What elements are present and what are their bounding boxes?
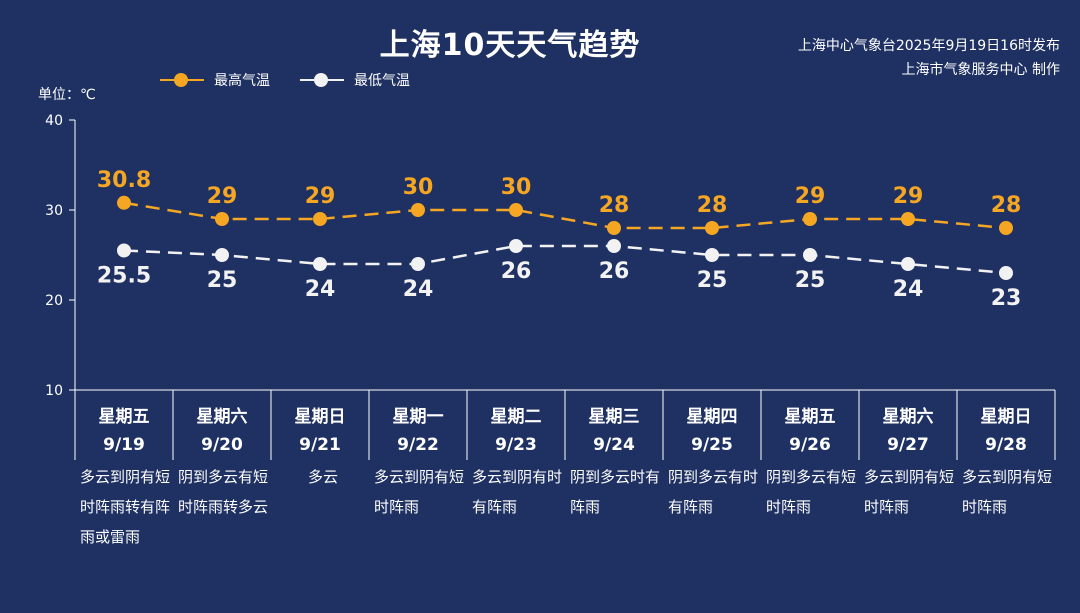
data-label-low: 24 bbox=[403, 277, 434, 302]
weekday-label: 星期六 bbox=[883, 406, 934, 427]
data-point-low bbox=[999, 266, 1013, 280]
data-label-high: 29 bbox=[893, 184, 924, 209]
weekday-label: 星期日 bbox=[295, 407, 346, 427]
data-point-high bbox=[411, 203, 425, 217]
data-point-high bbox=[901, 212, 915, 226]
chart-title: 上海10天天气趋势 bbox=[379, 28, 641, 63]
weather-description: 多云到阴有短时阵雨 bbox=[864, 468, 955, 516]
data-point-high bbox=[117, 195, 131, 210]
legend-swatch-low bbox=[300, 73, 344, 87]
data-label-low: 25 bbox=[697, 268, 728, 293]
data-label-low: 24 bbox=[893, 277, 924, 302]
publisher-line-1: 上海中心气象台2025年9月19日16时发布 bbox=[797, 38, 1060, 54]
data-point-high bbox=[215, 212, 229, 226]
unit-label: 单位：℃ bbox=[38, 87, 96, 103]
y-tick-label: 30 bbox=[45, 203, 63, 219]
data-point-low bbox=[215, 248, 229, 262]
date-label: 9/26 bbox=[789, 435, 831, 455]
series-line-high bbox=[123, 201, 1007, 230]
weather-description: 阴到多云有短时阵雨转多云 bbox=[178, 468, 269, 516]
data-label-high: 29 bbox=[207, 184, 238, 209]
data-label-low: 25 bbox=[207, 268, 238, 293]
weekday-label: 星期日 bbox=[981, 407, 1032, 427]
date-label: 9/28 bbox=[985, 435, 1027, 455]
data-label-high: 30 bbox=[403, 175, 434, 200]
weather-description: 多云到阴有时有阵雨 bbox=[472, 468, 563, 516]
weather-description: 多云 bbox=[307, 468, 338, 486]
data-point-low bbox=[117, 243, 131, 258]
weekday-label: 星期二 bbox=[491, 407, 542, 427]
data-label-low: 25.5 bbox=[97, 264, 151, 289]
data-point-high bbox=[705, 221, 719, 235]
data-label-high: 29 bbox=[305, 184, 336, 209]
data-label-low: 26 bbox=[501, 259, 532, 284]
data-label-low: 25 bbox=[795, 268, 826, 293]
legend-swatch-high bbox=[160, 73, 204, 87]
y-tick-label: 40 bbox=[45, 113, 63, 129]
legend: 最高气温 最低气温 bbox=[160, 70, 410, 90]
data-label-high: 28 bbox=[991, 193, 1022, 218]
data-label-low: 23 bbox=[991, 286, 1022, 311]
weekday-label: 星期三 bbox=[589, 407, 640, 427]
y-tick-label: 20 bbox=[45, 293, 63, 309]
data-point-low bbox=[411, 257, 425, 271]
weather-description: 阴到多云有时有阵雨 bbox=[668, 468, 759, 516]
data-point-high bbox=[803, 212, 817, 226]
weekday-label: 星期五 bbox=[99, 407, 150, 427]
data-label-high: 30.8 bbox=[97, 168, 151, 193]
date-label: 9/25 bbox=[691, 435, 733, 455]
data-point-high bbox=[509, 203, 523, 217]
date-label: 9/20 bbox=[201, 435, 243, 455]
weather-description: 阴到多云有短时阵雨 bbox=[766, 468, 857, 516]
weekday-label: 星期四 bbox=[687, 407, 738, 427]
weather-description: 多云到阴有短时阵雨 bbox=[962, 468, 1053, 516]
publisher-line-2: 上海市气象服务中心 制作 bbox=[901, 62, 1060, 78]
y-tick-label: 10 bbox=[45, 383, 63, 399]
data-point-low bbox=[901, 257, 915, 271]
date-label: 9/19 bbox=[103, 435, 145, 455]
data-point-high bbox=[999, 221, 1013, 235]
data-point-low bbox=[705, 248, 719, 262]
legend-label-low: 最低气温 bbox=[354, 73, 410, 89]
date-label: 9/24 bbox=[593, 435, 635, 455]
weather-description: 阴到多云时有阵雨 bbox=[570, 468, 661, 516]
data-label-high: 29 bbox=[795, 184, 826, 209]
data-point-low bbox=[313, 257, 327, 271]
legend-item-low: 最低气温 bbox=[300, 70, 410, 90]
data-point-low bbox=[607, 239, 621, 253]
weather-description: 多云到阴有短时阵雨 bbox=[374, 468, 465, 516]
date-label: 9/27 bbox=[887, 435, 929, 455]
data-label-low: 24 bbox=[305, 277, 336, 302]
date-label: 9/22 bbox=[397, 435, 439, 455]
series-line-low bbox=[123, 244, 1007, 275]
date-label: 9/23 bbox=[495, 435, 537, 455]
data-label-high: 30 bbox=[501, 175, 532, 200]
weekday-label: 星期六 bbox=[197, 406, 248, 427]
weekday-label: 星期一 bbox=[393, 407, 444, 427]
legend-label-high: 最高气温 bbox=[214, 73, 270, 89]
weather-description: 多云到阴有短时阵雨转有阵雨或雷雨 bbox=[80, 468, 171, 546]
data-point-high bbox=[313, 212, 327, 226]
legend-item-high: 最高气温 bbox=[160, 70, 270, 90]
publisher-info: 上海中心气象台2025年9月19日16时发布 上海市气象服务中心 制作 bbox=[798, 34, 1060, 82]
data-label-low: 26 bbox=[599, 259, 630, 284]
data-point-low bbox=[803, 248, 817, 262]
weekday-label: 星期五 bbox=[785, 407, 836, 427]
data-label-high: 28 bbox=[697, 193, 728, 218]
data-point-low bbox=[509, 239, 523, 253]
date-label: 9/21 bbox=[299, 435, 341, 455]
data-label-high: 28 bbox=[599, 193, 630, 218]
data-point-high bbox=[607, 221, 621, 235]
